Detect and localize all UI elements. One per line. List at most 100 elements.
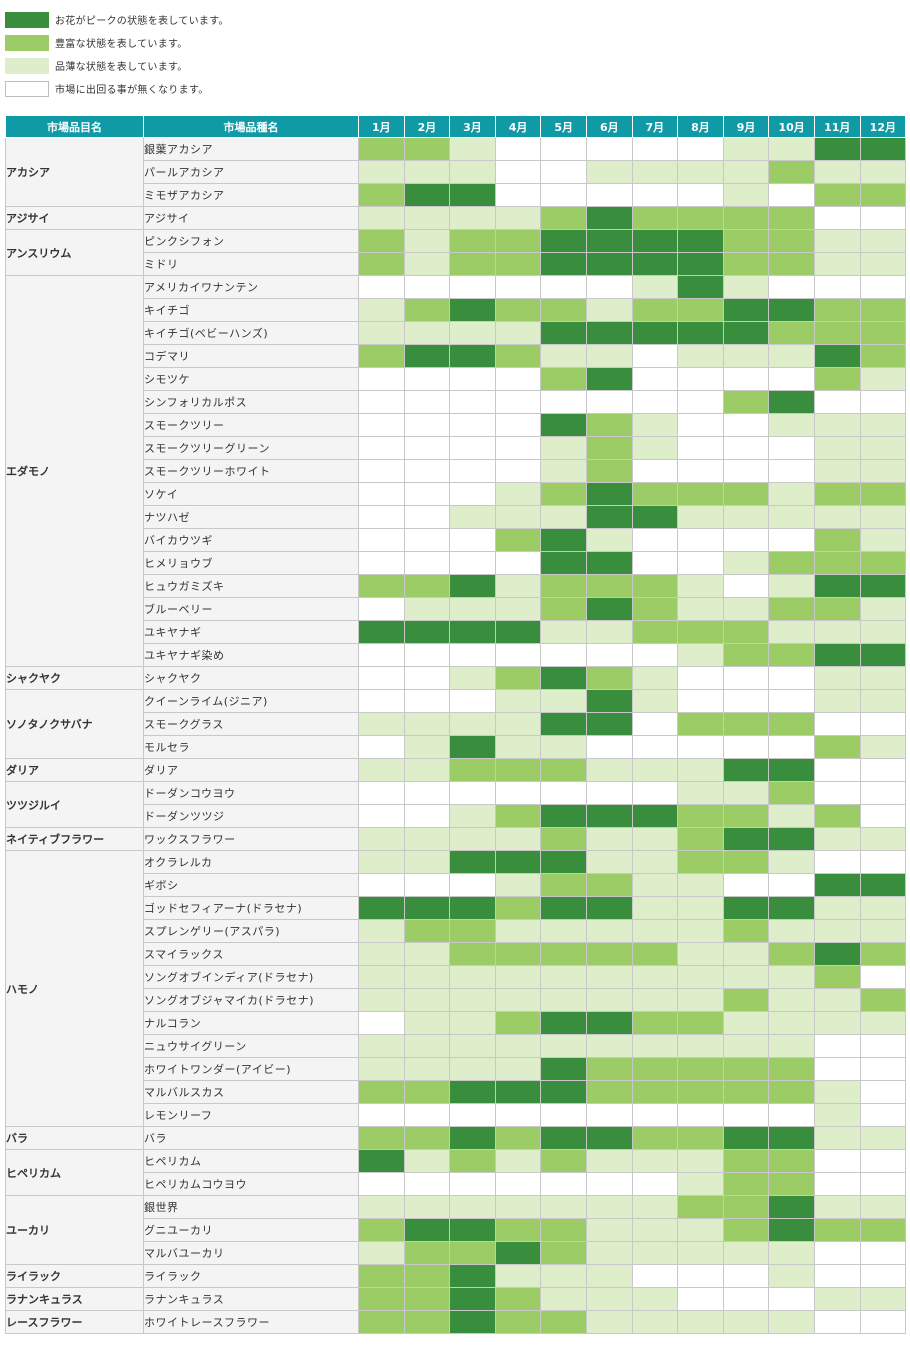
month-level-cell: [585, 689, 633, 713]
month-level-cell: [859, 1241, 907, 1265]
month-level-cell: [585, 482, 633, 506]
month-level-cell: [859, 551, 907, 575]
month-level-cell: [403, 712, 451, 736]
table-row: ホワイトワンダー(アイビー): [6, 1057, 907, 1081]
month-level-cell: [403, 689, 451, 713]
month-level-cell: [859, 413, 907, 437]
month-level-cell: [494, 896, 542, 920]
month-level-cell: [358, 551, 405, 575]
month-level-cell: [631, 321, 679, 345]
month-level-cell: [494, 1011, 542, 1035]
month-level-cell: [403, 850, 451, 874]
month-level-cell: [494, 1126, 542, 1150]
table-row: ダリア ダリア: [5, 758, 907, 782]
variety-cell: グニユーカリ: [143, 1218, 359, 1242]
month-level-cell: [631, 988, 679, 1012]
month-level-cell: [813, 1218, 861, 1242]
month-level-cell: [403, 137, 451, 161]
month-level-cell: [677, 183, 724, 207]
month-level-cell: [631, 1103, 679, 1127]
month-level-cell: [585, 390, 633, 414]
month-level-cell: [859, 873, 907, 897]
month-level-cell: [449, 160, 496, 184]
month-level-cell: [631, 827, 679, 851]
month-level-cell: [358, 896, 405, 920]
month-level-cell: [403, 758, 451, 782]
month-level-cell: [494, 1218, 542, 1242]
variety-cell: ピンクシフォン: [143, 229, 359, 253]
month-level-cell: [449, 781, 496, 805]
month-level-cell: [677, 1172, 724, 1196]
month-level-cell: [403, 459, 451, 483]
month-level-cell: [677, 1218, 724, 1242]
legend-text: 豊富な状態を表しています。: [55, 39, 188, 50]
month-level-cell: [540, 321, 587, 345]
month-level-cell: [813, 919, 861, 943]
month-level-cell: [585, 1080, 633, 1104]
variety-cell: バイカウツギ: [143, 528, 359, 552]
month-level-cell: [813, 1080, 861, 1104]
header-month: 6月: [585, 115, 633, 138]
header-category: 市場品目名: [5, 115, 144, 138]
month-level-cell: [768, 574, 815, 598]
month-level-cell: [449, 436, 496, 460]
month-level-cell: [631, 712, 679, 736]
month-level-cell: [768, 1287, 815, 1311]
month-level-cell: [768, 712, 815, 736]
month-level-cell: [494, 850, 542, 874]
month-level-cell: [585, 827, 633, 851]
variety-cell: 銀葉アカシア: [143, 137, 359, 161]
month-level-cell: [768, 459, 815, 483]
month-level-cell: [494, 620, 542, 644]
header-month: 11月: [813, 115, 861, 138]
month-level-cell: [540, 482, 587, 506]
month-level-cell: [859, 1080, 907, 1104]
month-level-cell: [813, 275, 861, 299]
month-level-cell: [358, 1241, 405, 1265]
table-row: エダモノ アメリカイワナンテン: [5, 275, 907, 667]
month-level-cell: [358, 666, 405, 690]
month-level-cell: [403, 597, 451, 621]
month-level-cell: [677, 942, 724, 966]
month-level-cell: [631, 505, 679, 529]
month-level-cell: [813, 229, 861, 253]
month-level-cell: [449, 1126, 496, 1150]
variety-cell: スモークツリー: [143, 413, 359, 437]
month-level-cell: [540, 781, 587, 805]
variety-cell: ホワイトレースフラワー: [143, 1310, 359, 1334]
month-level-cell: [722, 551, 770, 575]
month-level-cell: [585, 1264, 633, 1288]
month-level-cell: [358, 505, 405, 529]
month-level-cell: [631, 344, 679, 368]
month-level-cell: [631, 459, 679, 483]
month-level-cell: [540, 229, 587, 253]
month-level-cell: [540, 137, 587, 161]
month-level-cell: [631, 1264, 679, 1288]
category-cell: アカシア: [5, 137, 144, 207]
month-level-cell: [585, 160, 633, 184]
month-level-cell: [358, 1172, 405, 1196]
month-level-cell: [768, 1149, 815, 1173]
month-level-cell: [677, 850, 724, 874]
month-level-cell: [813, 781, 861, 805]
category-cell: ハモノ: [5, 850, 144, 1127]
month-level-cell: [403, 1103, 451, 1127]
month-level-cell: [494, 1310, 542, 1334]
month-level-cell: [768, 873, 815, 897]
table-row: ヒメリョウブ: [6, 551, 907, 575]
month-level-cell: [403, 1034, 451, 1058]
month-level-cell: [540, 1034, 587, 1058]
month-level-cell: [403, 275, 451, 299]
month-level-cell: [722, 1126, 770, 1150]
month-level-cell: [722, 459, 770, 483]
month-level-cell: [358, 873, 405, 897]
table-row: キイチゴ(ベビーハンズ): [6, 321, 907, 345]
month-level-cell: [677, 137, 724, 161]
month-level-cell: [449, 183, 496, 207]
month-level-cell: [631, 620, 679, 644]
month-level-cell: [494, 1080, 542, 1104]
month-level-cell: [449, 666, 496, 690]
month-level-cell: [540, 1264, 587, 1288]
month-level-cell: [859, 229, 907, 253]
month-level-cell: [358, 229, 405, 253]
